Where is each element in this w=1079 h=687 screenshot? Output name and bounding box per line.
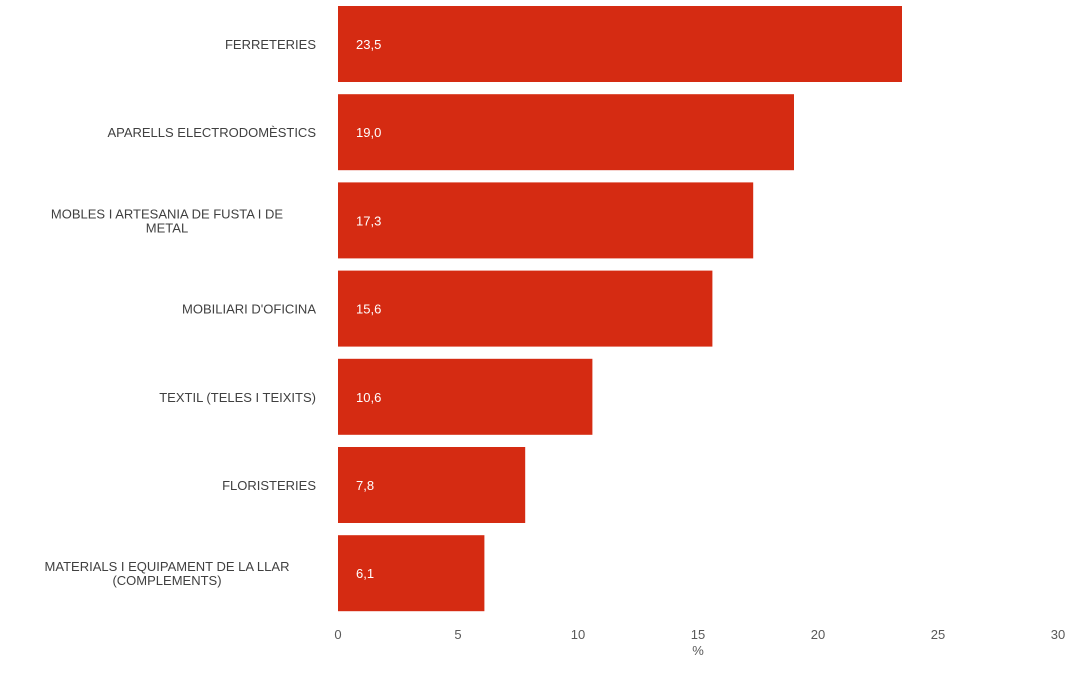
data-label-0: 23,5 bbox=[356, 37, 381, 52]
data-label-5: 7,8 bbox=[356, 478, 374, 493]
category-label-0: FERRETERIES bbox=[225, 37, 316, 52]
data-label-3: 15,6 bbox=[356, 302, 381, 317]
bar-1 bbox=[338, 94, 794, 171]
category-label-3: MOBILIARI D'OFICINA bbox=[182, 302, 316, 317]
category-label-4: TEXTIL (TELES I TEIXITS) bbox=[159, 390, 316, 405]
bar-4 bbox=[338, 358, 593, 435]
data-label-2: 17,3 bbox=[356, 213, 381, 228]
bar-6 bbox=[338, 535, 485, 612]
value-labels-group: 23,5 19,0 17,3 15,6 10,6 7,8 6,1 bbox=[356, 37, 381, 581]
x-tick-label-5: 25 bbox=[931, 627, 945, 642]
bar-2 bbox=[338, 182, 754, 259]
x-tick-label-3: 15 bbox=[691, 627, 705, 642]
bars-group bbox=[338, 6, 902, 612]
data-label-4: 10,6 bbox=[356, 390, 381, 405]
x-axis-title: % bbox=[692, 643, 704, 658]
data-label-6: 6,1 bbox=[356, 566, 374, 581]
x-tick-label-6: 30 bbox=[1051, 627, 1065, 642]
x-axis-ticks-group: 0 5 10 15 20 25 30 bbox=[334, 627, 1065, 642]
bar-0 bbox=[338, 6, 902, 82]
category-label-5: FLORISTERIES bbox=[222, 478, 316, 493]
category-label-1: APARELLS ELECTRODOMÈSTICS bbox=[107, 125, 316, 140]
x-tick-label-0: 0 bbox=[334, 627, 341, 642]
x-tick-label-1: 5 bbox=[454, 627, 461, 642]
x-tick-label-4: 20 bbox=[811, 627, 825, 642]
data-label-1: 19,0 bbox=[356, 125, 381, 140]
x-tick-label-2: 10 bbox=[571, 627, 585, 642]
category-label-2: MOBLES I ARTESANIA DE FUSTA I DE METAL bbox=[51, 206, 283, 235]
category-label-6: MATERIALS I EQUIPAMENT DE LA LLAR (COMPLE… bbox=[45, 559, 290, 588]
category-labels-group: FERRETERIES APARELLS ELECTRODOMÈSTICS MOBL… bbox=[45, 37, 317, 588]
bar-3 bbox=[338, 270, 713, 347]
bar-5 bbox=[338, 447, 526, 523]
